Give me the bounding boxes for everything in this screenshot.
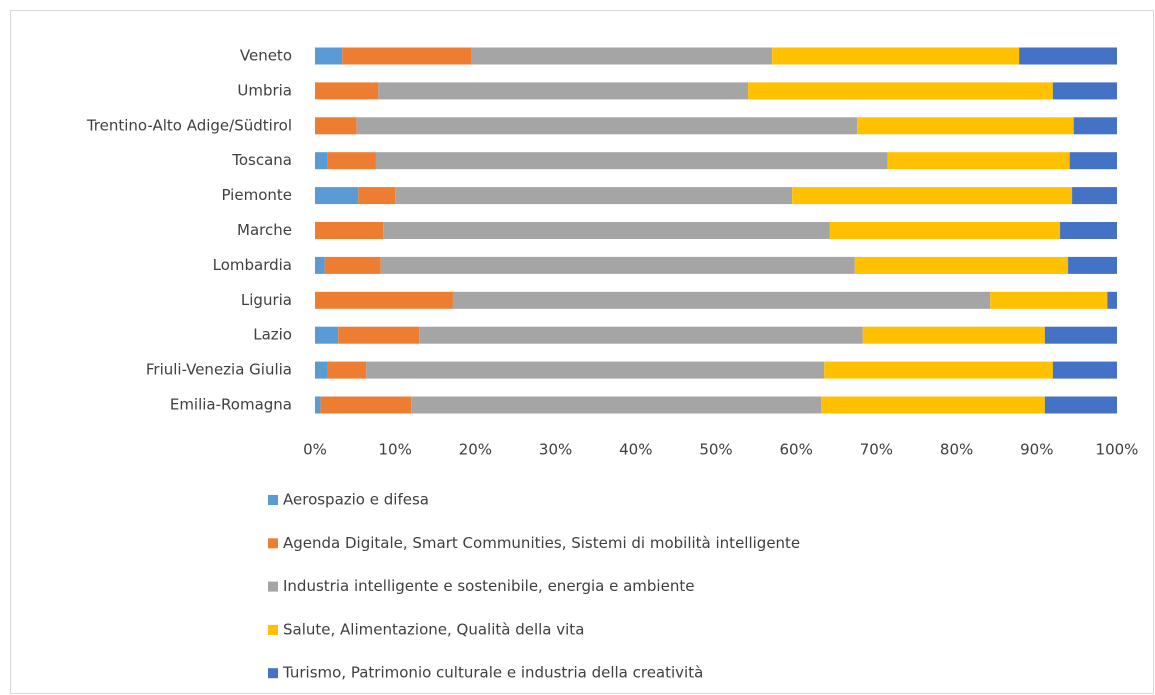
bar-segment: [1068, 256, 1117, 274]
x-tick-label: 0%: [303, 441, 327, 459]
legend-label: Aerospazio e difesa: [283, 491, 429, 509]
bar-segment: [1072, 187, 1117, 205]
bar-segment: [419, 326, 863, 344]
bar-segment: [315, 256, 325, 274]
bar-segment: [315, 361, 328, 379]
legend-label: Salute, Alimentazione, Qualità della vit…: [283, 620, 584, 638]
bar-segment: [315, 326, 339, 344]
bar-segment: [383, 222, 830, 239]
bar-segment: [1044, 326, 1117, 344]
legend-swatch: [268, 495, 278, 505]
y-tick-label: Lazio: [253, 326, 292, 344]
bar-segment: [378, 82, 749, 100]
bar-segment: [315, 117, 357, 135]
legend-label: Agenda Digitale, Smart Communities, Sist…: [283, 534, 800, 552]
bar-segment: [1044, 396, 1117, 414]
bar-segment: [862, 326, 1045, 344]
bar-segment: [315, 82, 379, 100]
y-tick-label: Piemonte: [221, 186, 292, 204]
bar-segment: [1107, 291, 1117, 309]
bar-segment: [1069, 152, 1117, 170]
x-tick-label: 100%: [1096, 441, 1139, 459]
legend-label: Industria intelligente e sostenibile, en…: [283, 577, 694, 595]
y-tick-label: Lombardia: [213, 256, 292, 274]
legend-swatch: [268, 624, 278, 635]
bar-segment: [338, 326, 420, 344]
y-tick-label: Toscana: [231, 151, 292, 169]
x-tick-label: 30%: [539, 441, 572, 459]
legend-swatch: [268, 581, 278, 592]
bar-segment: [315, 187, 359, 205]
bar-segment: [315, 152, 328, 170]
x-tick-label: 90%: [1020, 441, 1053, 459]
bar-segment: [327, 152, 376, 170]
bar-segment: [821, 396, 1045, 414]
x-tick-label: 20%: [459, 441, 492, 459]
bar-segment: [1052, 361, 1117, 379]
y-tick-label: Marche: [237, 221, 292, 239]
y-tick-label: Veneto: [240, 47, 292, 65]
bar-segment: [315, 47, 343, 65]
y-tick-label: Emilia-Romagna: [170, 396, 292, 414]
bar-segment: [375, 152, 888, 170]
bar-segment: [854, 256, 1069, 274]
x-tick-label: 40%: [619, 441, 652, 459]
bar-segment: [829, 222, 1061, 239]
y-tick-label: Umbria: [237, 81, 292, 99]
x-tick-label: 70%: [860, 441, 893, 459]
bar-segment: [342, 47, 472, 65]
bar-segment: [411, 396, 822, 414]
y-tick-label: Liguria: [241, 291, 292, 309]
legend-swatch: [268, 668, 278, 679]
x-tick-label: 10%: [379, 441, 412, 459]
legend-label: Turismo, Patrimonio culturale e industri…: [282, 664, 703, 682]
bar-segment: [990, 291, 1108, 309]
bar-segment: [1073, 117, 1117, 135]
x-tick-label: 50%: [699, 441, 732, 459]
x-tick-label: 80%: [940, 441, 973, 459]
chart-border: [10, 10, 1154, 694]
bar-segment: [452, 291, 991, 309]
bar-segment: [471, 47, 773, 65]
bar-segment: [358, 187, 396, 205]
bar-segment: [824, 361, 1053, 379]
bar-segment: [1052, 82, 1117, 100]
bar-segment: [1019, 47, 1117, 65]
bar-segment: [395, 187, 793, 205]
y-tick-label: Friuli-Venezia Giulia: [146, 361, 292, 379]
bar-segment: [324, 256, 381, 274]
bar-segment: [380, 256, 855, 274]
y-tick-label: Trentino-Alto Adige/Südtirol: [86, 116, 292, 134]
x-tick-label: 60%: [780, 441, 813, 459]
bar-segment: [1060, 222, 1117, 239]
bar-segment: [887, 152, 1070, 170]
bar-segment: [315, 396, 321, 414]
bar-segment: [366, 361, 825, 379]
bar-segment: [356, 117, 858, 135]
bar-segment: [320, 396, 412, 414]
bar-segment: [315, 291, 453, 309]
bar-segment: [857, 117, 1074, 135]
bar-segment: [772, 47, 1020, 65]
bar-segment: [327, 361, 367, 379]
bar-segment: [792, 187, 1073, 205]
legend-swatch: [268, 538, 278, 549]
bar-segment: [315, 222, 384, 239]
bar-segment: [748, 82, 1053, 100]
